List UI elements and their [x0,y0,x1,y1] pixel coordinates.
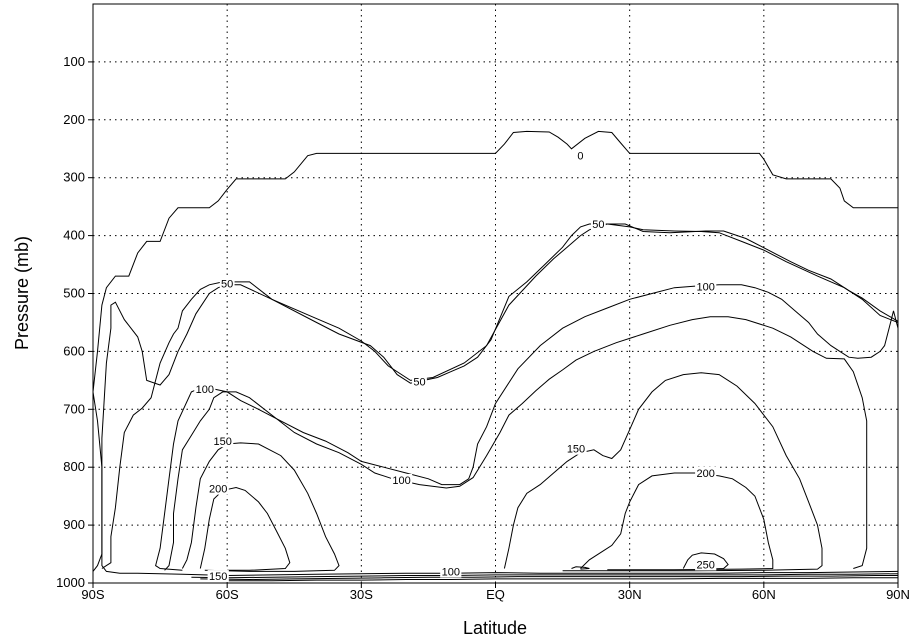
x-tick-label: 60N [752,587,776,602]
y-tick-label: 100 [63,54,85,69]
contour-label-0: 0 [577,151,583,163]
y-tick-label: 200 [63,112,85,127]
x-axis-ticks: 90S 60S 30S EQ 30N 60N 90N [81,583,910,602]
contour-line-200 [199,486,291,571]
x-tick-label: EQ [486,587,505,602]
contour-line-250 [227,577,898,582]
y-axis-title: Pressure (mb) [12,236,32,350]
y-tick-label: 800 [63,459,85,474]
y-tick-label: 400 [63,228,85,243]
contour-label-250: 250 [697,559,715,571]
contour-label-bg [207,482,229,495]
contour-label-bg [576,149,585,162]
contour-label-bg [194,383,216,396]
contour-line-150 [503,372,823,572]
y-tick-label: 300 [63,170,85,185]
contour-line-200 [580,472,774,571]
grid-lines [93,4,898,583]
contour-label-bg [212,435,234,448]
contour-line-100 [101,223,899,571]
contour-label-bg [590,218,606,231]
contour-line-200 [200,575,898,581]
contour-label-150: 150 [209,571,227,583]
contour-label-100: 100 [442,566,460,578]
y-tick-label: 700 [63,401,85,416]
contour-label-50: 50 [221,279,233,291]
contour-label-100: 100 [196,384,214,396]
x-tick-label: 60S [216,587,239,602]
contour-label-100: 100 [392,475,410,487]
contour-label-bg [207,570,229,583]
y-tick-label: 900 [63,517,85,532]
contour-label-bg [695,280,717,293]
x-axis-title: Latitude [463,618,527,638]
contour-label-bg [565,442,587,455]
contour-labels: 0 50 50 50 100 100 100 100 150 150 150 200 200 250 [194,149,717,583]
contour-line-150 [164,316,868,571]
y-tick-label: 600 [63,343,85,358]
contour-label-200: 200 [209,484,227,496]
contour-line-150 [191,573,899,579]
contour-label-bg [695,466,717,479]
x-tick-label: 30S [350,587,373,602]
contour-label-bg [412,375,427,388]
x-tick-label: 90S [81,587,104,602]
contour-line-250 [682,552,729,570]
contour-line-150 [181,442,340,572]
contour-label-50: 50 [592,219,604,231]
y-axis-ticks: 100 200 300 400 500 600 700 800 900 1000 [56,54,93,590]
contour-label-bg [695,558,717,571]
contour-label-50: 50 [413,377,425,389]
contour-label-150: 150 [567,444,585,456]
contour-label-150: 150 [214,436,232,448]
y-tick-label: 500 [63,286,85,301]
y-tick-label: 1000 [56,575,85,590]
contour-label-200: 200 [697,468,715,480]
contour-line-100 [571,566,590,570]
contour-line-0 [92,130,898,392]
contour-label-100: 100 [697,282,715,294]
contour-label-bg [219,277,235,290]
x-tick-label: 30N [618,587,642,602]
contour-label-bg [440,565,462,578]
contour-label-bg [390,473,413,486]
contour-lines [92,130,899,582]
x-tick-label: 90N [886,587,910,602]
contour-line-100 [92,391,899,577]
